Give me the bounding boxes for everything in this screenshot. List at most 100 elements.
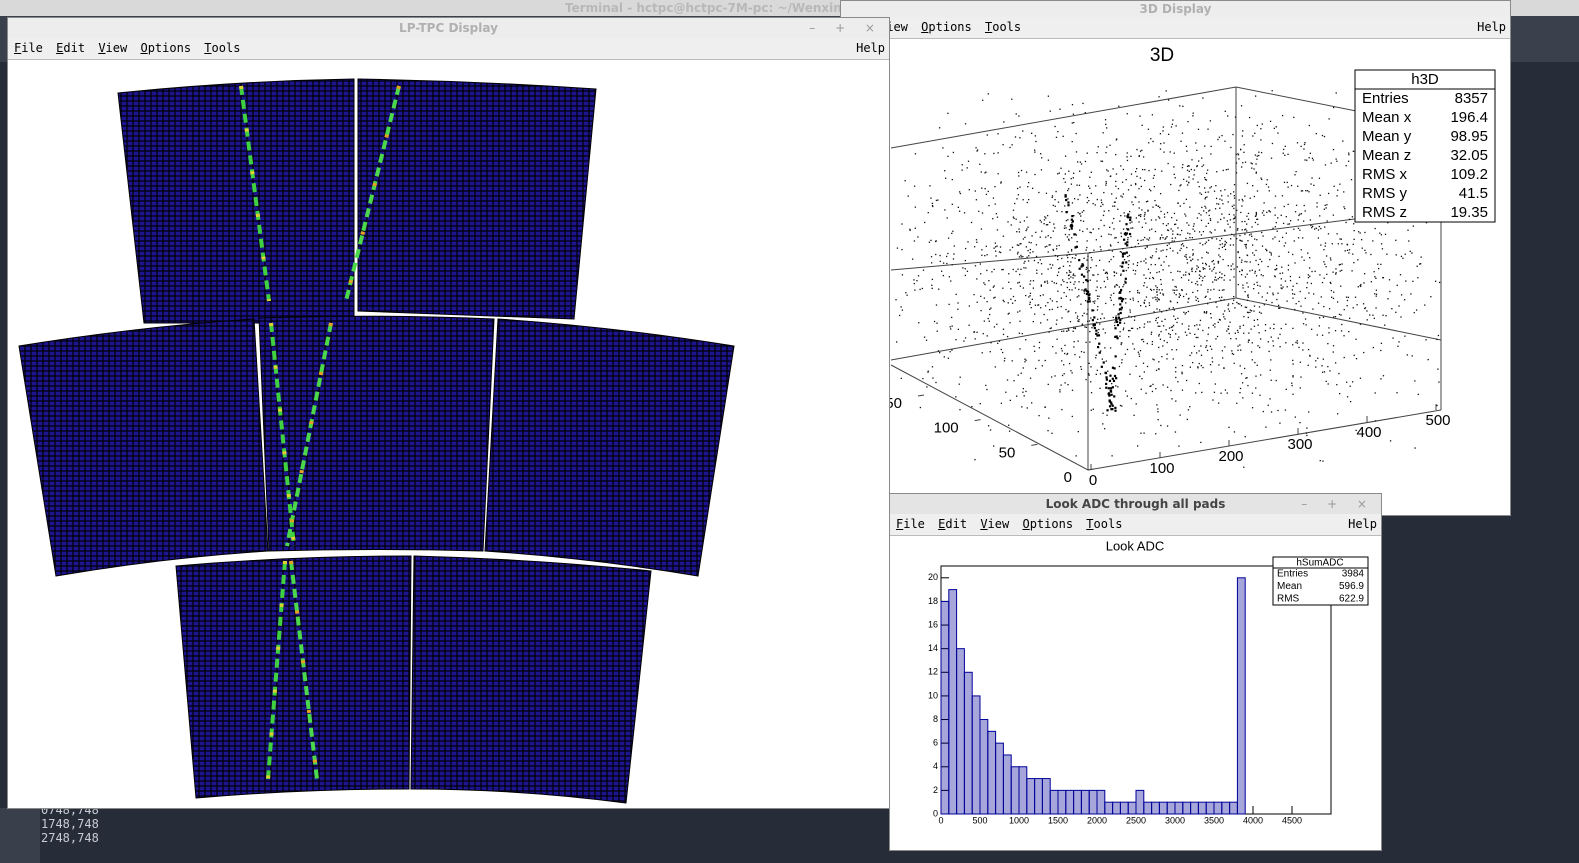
dot	[1005, 392, 1006, 393]
dot	[1211, 238, 1212, 239]
dot	[1161, 311, 1162, 312]
dot	[1371, 281, 1372, 282]
dot	[1258, 264, 1259, 265]
dot	[913, 279, 914, 280]
dot	[1255, 216, 1256, 217]
dot	[1045, 246, 1046, 247]
dot	[956, 294, 957, 295]
dot	[1021, 373, 1022, 374]
dot	[1272, 340, 1273, 341]
dot	[1176, 290, 1177, 291]
dot	[1089, 270, 1090, 271]
menu-item[interactable]: Tools	[985, 17, 1021, 38]
dot	[1182, 167, 1183, 168]
dot	[1384, 325, 1385, 326]
dot	[1135, 366, 1136, 367]
dot	[1128, 316, 1129, 317]
dot	[1024, 220, 1025, 221]
dot	[1320, 244, 1321, 245]
dot	[1213, 325, 1214, 326]
dot	[1077, 212, 1078, 213]
dot	[1151, 334, 1152, 335]
dot	[1184, 256, 1185, 257]
dot	[1263, 215, 1264, 216]
dot	[1258, 292, 1259, 293]
dot	[1252, 342, 1253, 343]
dot	[1171, 217, 1172, 218]
menu-item[interactable]: Options	[1022, 514, 1073, 535]
dot	[1166, 358, 1167, 359]
dot	[1237, 252, 1238, 253]
bar	[1183, 802, 1191, 814]
menu-item[interactable]: Tools	[204, 38, 240, 59]
dot	[1411, 252, 1412, 253]
menu-item[interactable]: File	[896, 514, 925, 535]
dot	[1163, 142, 1164, 143]
dot	[1128, 336, 1129, 337]
menu-item[interactable]: Edit	[56, 38, 85, 59]
dot	[1086, 249, 1087, 250]
dot	[1308, 349, 1309, 350]
dot	[1343, 191, 1344, 192]
dot	[1188, 311, 1189, 312]
dot	[1100, 220, 1101, 221]
menu-item[interactable]: View	[98, 38, 127, 59]
dot	[1087, 271, 1088, 272]
menu-item[interactable]: Options	[921, 17, 972, 38]
dot	[1021, 256, 1022, 257]
menu-item[interactable]: View	[980, 514, 1009, 535]
sector	[411, 556, 651, 803]
dot	[1143, 274, 1144, 275]
menu-help[interactable]: Help	[1477, 17, 1506, 38]
dot	[1220, 300, 1221, 301]
dot	[1048, 251, 1049, 252]
dot	[1232, 263, 1233, 264]
dot	[1105, 119, 1106, 120]
menu-item[interactable]: Options	[140, 38, 191, 59]
dot	[1185, 254, 1186, 255]
dot	[1137, 240, 1138, 241]
menu-item[interactable]: Edit	[938, 514, 967, 535]
dot	[1118, 188, 1119, 189]
dot	[1348, 152, 1349, 153]
stats-label: Mean y	[1362, 128, 1412, 145]
dot	[1040, 220, 1041, 221]
dot	[969, 305, 970, 306]
window-buttons[interactable]: – + ×	[1301, 494, 1375, 514]
dot	[1105, 303, 1106, 304]
window-buttons[interactable]: – + ×	[809, 18, 883, 38]
dot	[1304, 144, 1305, 145]
dot	[1024, 237, 1025, 238]
dot	[901, 249, 902, 250]
dot	[1146, 287, 1147, 288]
dot	[944, 209, 945, 210]
dot	[1133, 263, 1134, 264]
dot	[1342, 140, 1343, 141]
dot	[1160, 193, 1161, 194]
dot	[1053, 250, 1054, 251]
dot	[1208, 334, 1209, 335]
dot	[1152, 114, 1153, 115]
menu-item[interactable]: Tools	[1086, 514, 1122, 535]
dot	[1234, 197, 1235, 198]
dot	[1056, 324, 1057, 325]
menu-item[interactable]: File	[14, 38, 43, 59]
dot	[1027, 202, 1028, 203]
dot	[1081, 163, 1082, 164]
dot	[1223, 170, 1224, 171]
dot	[1274, 269, 1275, 270]
dot	[1078, 289, 1079, 290]
dot	[1186, 247, 1187, 248]
dot	[1162, 293, 1163, 294]
dot	[1334, 186, 1335, 187]
dot	[1181, 373, 1182, 374]
menu-help[interactable]: Help	[1348, 514, 1377, 535]
dot	[1299, 230, 1300, 231]
menu-help[interactable]: Help	[856, 38, 885, 59]
dot	[1176, 349, 1177, 350]
dot	[1246, 216, 1247, 217]
stats-label: RMS	[1277, 594, 1300, 605]
dot	[1130, 228, 1131, 229]
dot	[1276, 265, 1277, 266]
dot	[1027, 250, 1028, 251]
